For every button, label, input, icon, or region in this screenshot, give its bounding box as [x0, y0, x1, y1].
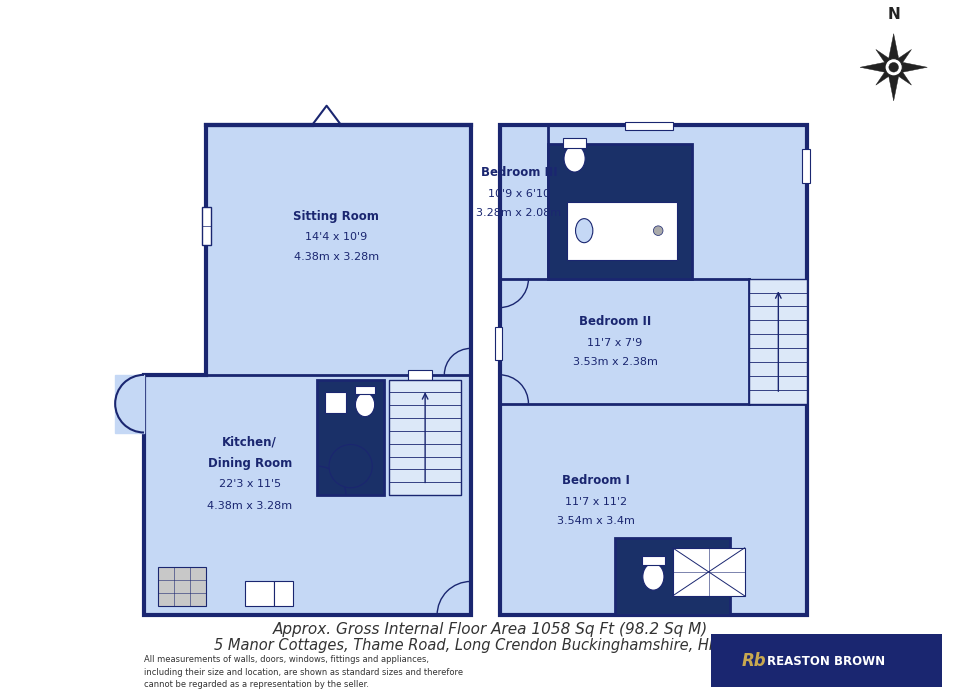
Ellipse shape: [564, 145, 585, 172]
Text: 11'7 x 11'2: 11'7 x 11'2: [564, 497, 627, 507]
Text: Rb: Rb: [742, 653, 766, 671]
Bar: [324, 392, 346, 413]
Polygon shape: [890, 64, 911, 85]
Polygon shape: [894, 61, 927, 74]
Bar: [624, 122, 672, 130]
Bar: [642, 556, 664, 565]
Bar: [356, 386, 374, 394]
Bar: [317, 380, 384, 495]
Text: Dining Room: Dining Room: [208, 457, 292, 470]
Text: REASTON BROWN: REASTON BROWN: [767, 655, 886, 668]
Bar: [548, 144, 692, 279]
Bar: [711, 635, 942, 687]
Polygon shape: [860, 61, 894, 74]
Polygon shape: [887, 34, 901, 67]
Text: 10'9 x 6'10: 10'9 x 6'10: [488, 189, 550, 199]
Circle shape: [889, 62, 899, 72]
Ellipse shape: [575, 219, 593, 243]
Text: All measurements of walls, doors, windows, fittings and appliances,
including th: All measurements of walls, doors, window…: [144, 655, 464, 689]
Text: Kitchen/: Kitchen/: [222, 435, 277, 448]
Polygon shape: [144, 125, 470, 615]
Text: Sitting Room: Sitting Room: [293, 210, 379, 223]
Bar: [566, 202, 677, 260]
Bar: [614, 538, 730, 615]
Ellipse shape: [329, 444, 372, 488]
Bar: [273, 581, 293, 606]
Circle shape: [654, 226, 663, 235]
Text: Bedroom III: Bedroom III: [480, 167, 558, 179]
Ellipse shape: [356, 392, 374, 417]
Text: Bedroom I: Bedroom I: [562, 474, 630, 487]
Bar: [389, 380, 462, 495]
Text: 4.38m x 3.28m: 4.38m x 3.28m: [207, 500, 292, 511]
Bar: [245, 581, 273, 606]
Polygon shape: [876, 64, 897, 85]
Ellipse shape: [643, 563, 664, 590]
Bar: [803, 149, 810, 183]
Text: 11'7 x 7'9: 11'7 x 7'9: [587, 338, 643, 348]
Bar: [750, 279, 808, 403]
Circle shape: [885, 59, 903, 76]
Text: 3.53m x 2.38m: 3.53m x 2.38m: [572, 357, 658, 367]
Text: 3.28m x 2.08m: 3.28m x 2.08m: [476, 208, 562, 219]
Text: N: N: [887, 7, 900, 22]
Polygon shape: [116, 375, 144, 432]
Text: 22'3 x 11'5: 22'3 x 11'5: [219, 480, 281, 489]
Polygon shape: [887, 67, 901, 101]
Text: Approx. Gross Internal Floor Area 1058 Sq Ft (98.2 Sq M): Approx. Gross Internal Floor Area 1058 S…: [272, 622, 708, 637]
Bar: [672, 548, 745, 596]
Text: Bedroom II: Bedroom II: [579, 316, 651, 329]
Polygon shape: [876, 49, 897, 71]
Text: 14'4 x 10'9: 14'4 x 10'9: [305, 233, 368, 242]
Bar: [495, 327, 503, 361]
Bar: [159, 567, 207, 606]
Text: 3.54m x 3.4m: 3.54m x 3.4m: [557, 516, 635, 526]
Polygon shape: [890, 49, 911, 71]
Bar: [409, 370, 432, 380]
Text: 5 Manor Cottages, Thame Road, Long Crendon Buckinghamshire, HP18 9FF: 5 Manor Cottages, Thame Road, Long Crend…: [214, 638, 766, 653]
Text: 4.38m x 3.28m: 4.38m x 3.28m: [294, 252, 379, 262]
Polygon shape: [500, 125, 808, 615]
Bar: [564, 138, 586, 148]
Bar: [202, 207, 212, 245]
